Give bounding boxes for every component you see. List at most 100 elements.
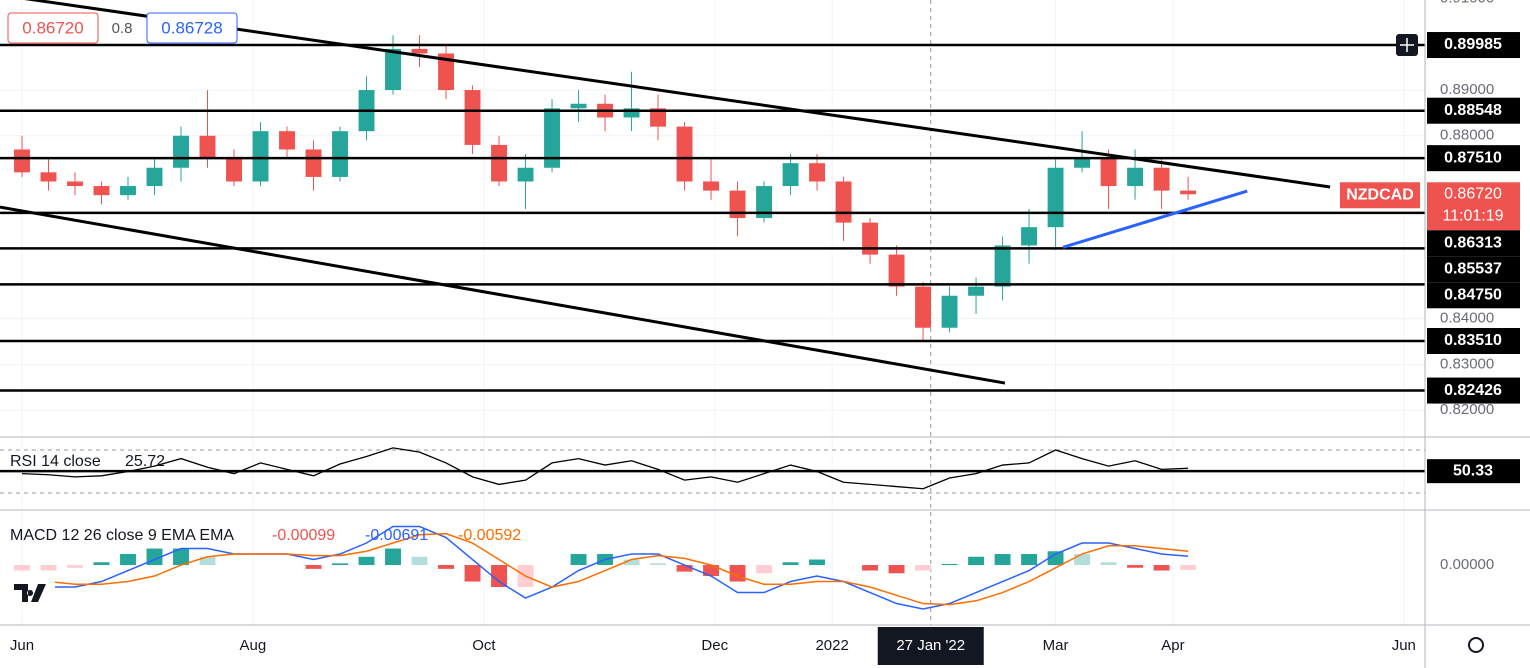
histogram-bar [676,565,693,572]
level-label-box [1427,145,1520,172]
level-label: 0.83510 [1444,332,1502,349]
candle-body [67,181,83,187]
candle-body [491,144,507,182]
histogram-bar [411,556,428,566]
y-tick-label: 0.91000 [1440,0,1494,7]
candle-body [1100,158,1117,187]
histogram-bar [358,556,375,566]
level-label-box [1427,97,1520,124]
histogram-bar [1021,554,1038,566]
candle-body [756,186,772,219]
histogram-bar [809,559,825,566]
macd-pane [14,525,1197,610]
histogram-bar [703,565,719,577]
candle-body [782,163,799,187]
x-tick-label: Aug [239,637,266,654]
histogram-bar [756,565,772,574]
histogram-bar [1153,565,1170,571]
plus-icon [1400,38,1414,53]
candle-body [40,172,57,182]
x-tick-label: Oct [472,637,496,654]
histogram-bar [40,565,57,571]
rsi-value: 25.72 [125,453,165,470]
quote-header: 0.86720 0.8 0.86728 [7,12,238,44]
candle-body [464,90,481,145]
candle-body [862,222,879,255]
trendline [0,205,1006,385]
histogram-bar [888,565,905,574]
candle-body [809,163,825,182]
gear-icon[interactable] [1468,637,1484,653]
crosshair-date-box [877,627,984,665]
level-label-box [1427,32,1520,59]
candle-body [93,186,110,196]
candle-body [199,135,216,159]
histogram-bar [915,565,932,571]
candle-body [650,108,666,127]
histogram-bar [570,554,587,566]
level-label: 0.82426 [1444,382,1502,399]
histogram-bar [650,563,666,566]
level-label: 0.84750 [1444,286,1502,303]
trendline [1062,189,1248,249]
candle-body [703,181,719,191]
histogram-bar [1074,554,1091,566]
x-tick-label: Jun [1392,637,1416,654]
level-label: 0.86313 [1444,234,1502,251]
histogram-bar [438,565,454,569]
histogram-bar [120,554,136,566]
candle-body [915,286,932,328]
candle-body [279,131,295,150]
histogram-bar [1100,562,1117,566]
candle-body [1127,167,1144,187]
candle-body [120,186,136,196]
histogram-bar [623,559,640,566]
level-label: 0.87510 [1444,149,1502,166]
candle-body [226,158,242,182]
histogram-bar [862,565,879,571]
level-label-box [1427,328,1520,355]
x-tick-label: Apr [1161,637,1184,654]
buy-price: 0.86728 [161,18,222,37]
rsi-level-label: 50.33 [1453,462,1493,479]
candle-body [252,131,269,182]
candle-body [1180,190,1197,195]
logo [14,584,46,602]
macd-title: MACD 12 26 close 9 EMA EMA [10,527,234,544]
histogram-bar [67,565,83,568]
x-tick-label: Jun [10,637,34,654]
histogram-bar [199,556,216,566]
level-label: 0.85537 [1444,260,1502,277]
macd-readout: -0.00691 [365,527,428,544]
level-label-box [1427,256,1520,283]
countdown: 11:01:19 [1442,207,1503,224]
settings[interactable] [1468,637,1484,653]
candle-body [570,103,587,109]
rsi-level-box [1427,459,1520,484]
candle-body [173,135,189,168]
buy-box[interactable] [146,12,238,44]
candle-body [676,126,693,182]
candle-body [1021,227,1038,246]
candle-body [888,254,905,287]
histogram-bar [464,565,481,582]
histogram-bar [1180,565,1197,570]
candle-body [994,245,1011,287]
signal-line [21,532,1189,606]
candle-body [517,167,534,182]
candle-body [1153,167,1170,191]
candle-body [941,295,958,328]
level-label: 0.88548 [1444,102,1502,119]
x-tick-label: Dec [701,637,728,654]
sell-box[interactable] [7,12,99,44]
candle-body [146,167,163,187]
y-tick-label: 0.89000 [1440,81,1494,98]
candle-body [1047,167,1064,228]
histogram-bar [93,562,110,566]
candle-body [1074,158,1091,168]
macd-readout: -0.00099 [272,527,335,544]
histogram-bar [385,548,401,566]
y-tick-label: 0.84000 [1440,310,1494,327]
y-tick-label: 0.88000 [1440,127,1494,144]
